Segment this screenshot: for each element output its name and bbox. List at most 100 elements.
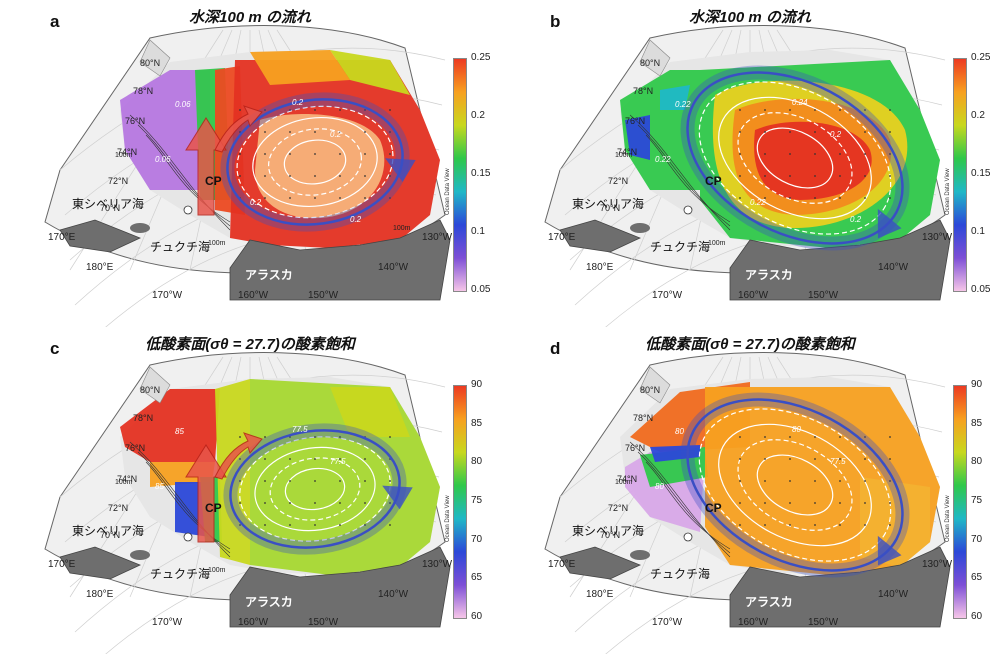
contour-line [236, 105, 394, 219]
station-dot [764, 175, 766, 177]
longitude-label: 130°W [922, 559, 953, 570]
station-dot [739, 175, 741, 177]
station-dot [839, 502, 841, 504]
station-dot [889, 436, 891, 438]
contour-label: 85 [155, 482, 164, 491]
alaska-label: アラスカ [245, 595, 293, 609]
station-dot [739, 458, 741, 460]
station-dot [314, 109, 316, 111]
longitude-label: 160°W [738, 617, 769, 628]
colorbar-tick: 0.05 [971, 284, 991, 295]
contour-line [267, 128, 363, 196]
station-dot [789, 480, 791, 482]
alaska-label: アラスカ [745, 595, 793, 609]
longitude-label: 130°W [422, 232, 453, 243]
gyre-arrowhead [877, 535, 902, 566]
data-field [120, 70, 210, 190]
depth-label: 100m [708, 240, 726, 247]
station-dot [839, 524, 841, 526]
station-dot [264, 458, 266, 460]
chukchi-plateau-label: CP [205, 501, 222, 515]
map-plot [44, 352, 451, 654]
latitude-label: 78°N [133, 86, 154, 96]
longitude-label: 140°W [378, 262, 409, 273]
station-dot [839, 480, 841, 482]
station-dot [264, 153, 266, 155]
longitude-label: 180°E [586, 589, 614, 600]
ice-shelf [639, 366, 671, 404]
latitude-label: 70°N [600, 530, 621, 540]
colorbar-label: Ocean Data View [945, 495, 951, 542]
station-dot [764, 109, 766, 111]
contour-label: 0.2 [292, 98, 304, 107]
station-dot [289, 109, 291, 111]
latitude-label: 74°N [617, 147, 638, 157]
station-dot [889, 524, 891, 526]
depth-label: 100m [393, 225, 411, 232]
map-plot [44, 25, 451, 327]
station-dot [814, 197, 816, 199]
latitude-label: 76°N [625, 443, 646, 453]
siberia-landmass [559, 219, 642, 253]
station-dot [739, 480, 741, 482]
gyre-arrowhead [877, 208, 902, 239]
map-plot [544, 352, 951, 654]
latitude-label: 74°N [117, 147, 138, 157]
station-dot [239, 436, 241, 438]
chukchi-sea-label: チュクチ海 [150, 567, 211, 581]
panel-letter: c [50, 339, 60, 358]
station-dot [364, 175, 366, 177]
contour-label: 0.2 [330, 130, 342, 139]
station-dot [389, 175, 391, 177]
station-dot [314, 524, 316, 526]
contour-label: 80 [792, 425, 801, 434]
latitude-label: 72°N [108, 503, 129, 513]
contour-label: 0.2 [350, 215, 362, 224]
station-dot [314, 153, 316, 155]
alaska-landmass [729, 219, 951, 301]
contour-label: 0.06 [155, 155, 171, 164]
station-dot [864, 197, 866, 199]
colorbar-tick: 70 [971, 533, 983, 545]
station-dot [239, 175, 241, 177]
longitude-label: 130°W [922, 232, 953, 243]
station-dot [389, 131, 391, 133]
latitude-label: 76°N [625, 116, 646, 126]
data-field [250, 50, 350, 85]
panel-title-line1: 水深100 m の流れ [189, 9, 311, 26]
station-dot [814, 524, 816, 526]
contour-line [252, 116, 378, 208]
station-dot [764, 197, 766, 199]
chukchi-sea-label: チュクチ海 [150, 240, 211, 254]
bathymetry-line [637, 451, 731, 554]
contour-line [718, 423, 872, 547]
station-dot [864, 153, 866, 155]
station-dot [289, 153, 291, 155]
latitude-label: 70°N [100, 203, 121, 213]
station-dot [364, 502, 366, 504]
station-dot [789, 502, 791, 504]
station-dot [889, 502, 891, 504]
inflow-arrow-branch [214, 432, 263, 480]
chukchi-sea-label: チュクチ海 [650, 567, 711, 581]
station-dot [339, 458, 341, 460]
map-plot [544, 25, 951, 327]
latitude-label: 72°N [108, 176, 129, 186]
wrangel-island [130, 550, 150, 560]
station-dot [889, 131, 891, 133]
station-dot [239, 524, 241, 526]
station-dot [764, 502, 766, 504]
chukchi-plateau-label: CP [205, 174, 222, 188]
contour-label: 77.5 [330, 457, 346, 466]
colorbar-tick: 80 [471, 456, 483, 468]
longitude-label: 170°E [48, 559, 76, 570]
colorbar [453, 385, 467, 619]
station-dot [764, 480, 766, 482]
station-dot [314, 436, 316, 438]
inflow-arrow-branch [214, 105, 263, 153]
alaska-label: アラスカ [245, 268, 293, 282]
chukchi-plateau-label: CP [705, 174, 722, 188]
contour-label: 0.22 [655, 155, 671, 164]
station-dot [839, 131, 841, 133]
station-dot [814, 175, 816, 177]
